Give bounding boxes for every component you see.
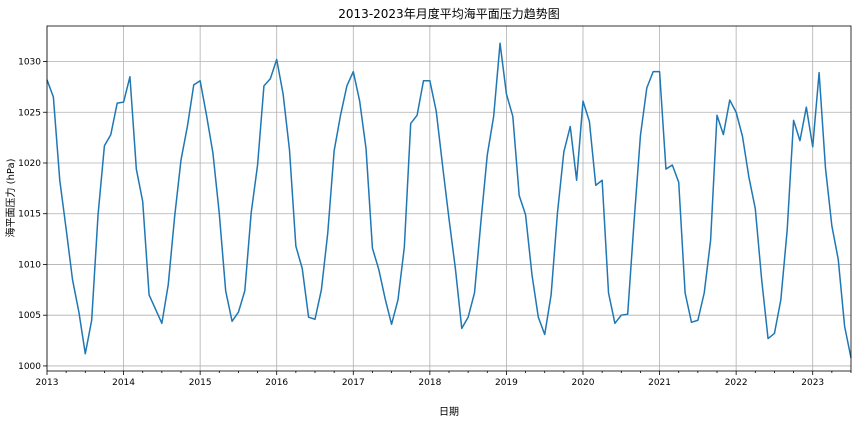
y-axis-label: 海平面压力 (hPa) [4,158,17,237]
x-tick-label: 2021 [648,378,671,388]
chart-title: 2013-2023年月度平均海平面压力趋势图 [338,6,559,21]
y-tick-label: 1000 [18,362,41,372]
x-tick-label: 2016 [265,378,288,388]
x-tick-label: 2015 [189,378,212,388]
y-tick-label: 1030 [18,58,41,68]
x-tick-label: 2020 [572,378,595,388]
x-tick-label: 2014 [112,378,135,388]
y-tick-label: 1025 [18,108,41,118]
series-line-0 [46,42,852,358]
x-axis-label: 日期 [439,406,459,418]
y-tick-label: 1020 [18,159,41,169]
x-tick-label: 2017 [342,378,365,388]
x-tick-label: 2022 [725,378,748,388]
y-tick-label: 1010 [18,260,41,270]
y-tick-label: 1015 [18,210,41,220]
x-tick-label: 2013 [36,378,59,388]
gridlines [46,26,851,371]
x-tick-label: 2019 [495,378,518,388]
plot-frame [46,25,852,372]
ticks: 2013 2014 2015 2016 2017 2018 2019 2020 2021 2022… [18,58,852,388]
x-tick-label: 2023 [801,378,824,388]
series-layer [46,42,852,358]
x-tick-label: 2018 [418,378,441,388]
y-tick-label: 1005 [18,311,41,321]
